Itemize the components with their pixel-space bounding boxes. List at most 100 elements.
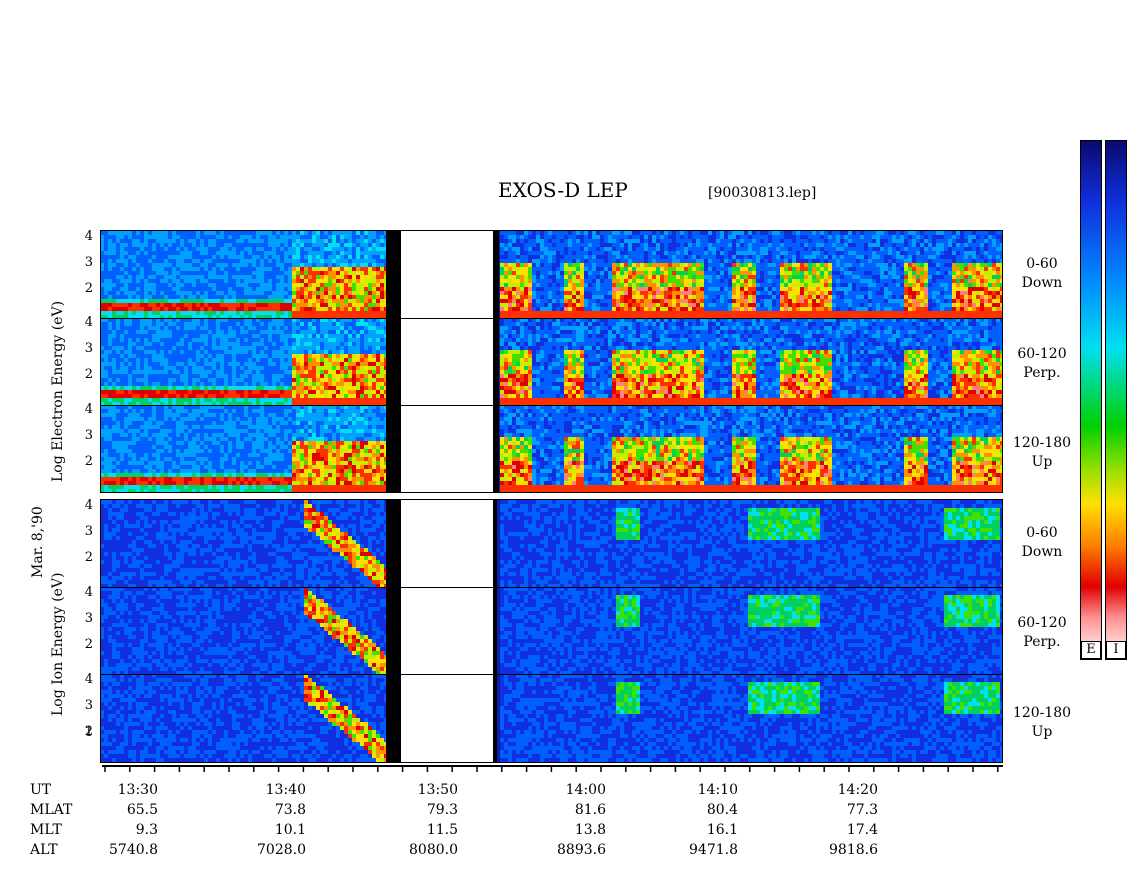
heatmap-cell <box>952 255 956 259</box>
heatmap-cell <box>116 382 120 386</box>
heatmap-cell <box>752 307 756 311</box>
heatmap-cell <box>676 295 680 299</box>
heatmap-cell <box>280 291 284 295</box>
heatmap-cell <box>972 275 976 279</box>
heatmap-cell <box>732 291 736 295</box>
heatmap-cell <box>716 291 720 295</box>
heatmap-cell <box>184 338 188 342</box>
heatmap-cell <box>320 271 324 275</box>
heatmap-cell <box>796 311 800 315</box>
heatmap-cell <box>788 311 792 315</box>
heatmap-cell <box>572 315 576 319</box>
heatmap-cell <box>200 338 204 342</box>
heatmap-cell <box>172 291 176 295</box>
heatmap-cell <box>296 275 300 279</box>
heatmap-cell <box>696 271 700 275</box>
heatmap-cell <box>824 243 828 247</box>
heatmap-cell <box>112 338 116 342</box>
heatmap-cell <box>608 311 612 315</box>
heatmap-cell <box>732 275 736 279</box>
heatmap-cell <box>148 251 152 255</box>
heatmap-cell <box>660 311 664 315</box>
heatmap-cell <box>792 235 796 239</box>
heatmap-cell <box>908 267 912 271</box>
heatmap-cell <box>380 307 384 311</box>
heatmap-cell <box>804 299 808 303</box>
heatmap-cell <box>316 307 320 311</box>
heatmap-cell <box>184 275 188 279</box>
heatmap-cell <box>532 307 536 311</box>
heatmap-cell <box>200 247 204 251</box>
heatmap-cell <box>692 255 696 259</box>
heatmap-cell <box>832 235 836 239</box>
heatmap-cell <box>804 287 808 291</box>
heatmap-cell <box>744 251 748 255</box>
heatmap-cell <box>616 315 620 319</box>
heatmap-cell <box>140 354 144 358</box>
heatmap-cell <box>348 307 352 311</box>
heatmap-cell <box>936 303 940 307</box>
heatmap-cell <box>216 271 220 275</box>
heatmap-cell <box>104 362 108 366</box>
heatmap-cell <box>340 271 344 275</box>
heatmap-cell <box>660 295 664 299</box>
heatmap-cell <box>268 239 272 243</box>
heatmap-cell <box>980 243 984 247</box>
heatmap-cell <box>320 275 324 279</box>
heatmap-cell <box>784 243 788 247</box>
heatmap-cell <box>112 358 116 362</box>
heatmap-cell <box>244 239 248 243</box>
heatmap-cell <box>372 239 376 243</box>
heatmap-cell <box>896 315 900 319</box>
heatmap-cell <box>848 287 852 291</box>
heatmap-cell <box>140 275 144 279</box>
heatmap-cell <box>120 251 124 255</box>
heatmap-cell <box>120 322 124 326</box>
heatmap-cell <box>516 239 520 243</box>
heatmap-cell <box>180 326 184 330</box>
heatmap-cell <box>348 263 352 267</box>
heatmap-cell <box>828 283 832 287</box>
heatmap-cell <box>128 255 132 259</box>
heatmap-cell <box>272 315 276 319</box>
heatmap-cell <box>544 243 548 247</box>
heatmap-cell <box>912 259 916 263</box>
heatmap-cell <box>944 279 948 283</box>
heatmap-cell <box>576 295 580 299</box>
heatmap-cell <box>184 382 188 386</box>
heatmap-cell <box>156 326 160 330</box>
heatmap-cell <box>884 295 888 299</box>
heatmap-cell <box>204 326 208 330</box>
heatmap-cell <box>144 394 148 398</box>
heatmap-cell <box>688 279 692 283</box>
heatmap-cell <box>824 259 828 263</box>
heatmap-cell <box>640 259 644 263</box>
heatmap-cell <box>604 235 608 239</box>
heatmap-cell <box>256 231 260 235</box>
heatmap-cell <box>220 231 224 235</box>
heatmap-cell <box>328 243 332 247</box>
heatmap-cell <box>828 303 832 307</box>
heatmap-cell <box>872 271 876 275</box>
heatmap-cell <box>956 259 960 263</box>
heatmap-cell <box>164 338 168 342</box>
heatmap-cell <box>728 295 732 299</box>
heatmap-cell <box>272 231 276 235</box>
heatmap-cell <box>160 231 164 235</box>
heatmap-cell <box>712 267 716 271</box>
heatmap-cell <box>620 311 624 315</box>
heatmap-cell <box>380 283 384 287</box>
heatmap-cell <box>116 231 120 235</box>
heatmap-cell <box>108 350 112 354</box>
heatmap-cell <box>944 255 948 259</box>
heatmap-cell <box>120 259 124 263</box>
heatmap-cell <box>928 283 932 287</box>
heatmap-cell <box>728 239 732 243</box>
heatmap-cell <box>192 243 196 247</box>
heatmap-cell <box>228 315 232 319</box>
heatmap-cell <box>204 275 208 279</box>
heatmap-cell <box>904 303 908 307</box>
heatmap-cell <box>340 291 344 295</box>
heatmap-cell <box>112 243 116 247</box>
heatmap-cell <box>644 287 648 291</box>
